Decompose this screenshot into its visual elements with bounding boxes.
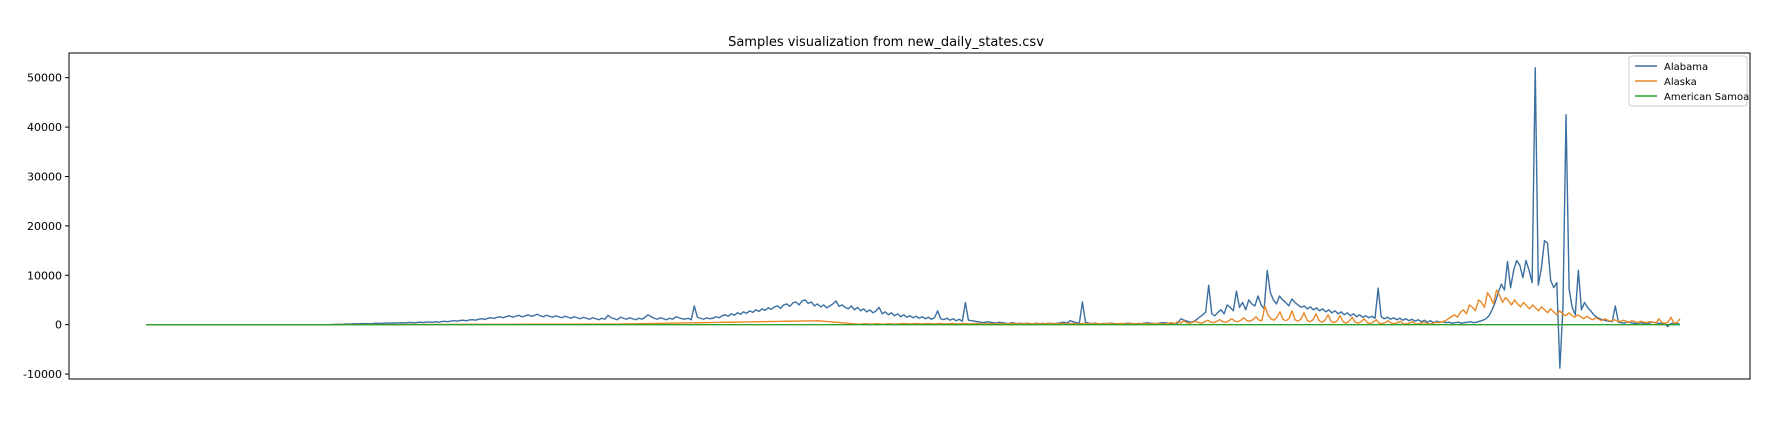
legend-label-alaska: Alaska [1664,77,1697,88]
y-tick-label: 50000 [27,72,62,85]
plot-frame [68,52,1751,380]
y-tick-label: 20000 [27,220,62,233]
series-line-alaska [146,289,1681,326]
legend-label-american-samoa: American Samoa [1664,92,1749,103]
series-line-alabama [146,67,1681,369]
legend-box [1628,55,1748,107]
legend-label-alabama: Alabama [1664,62,1708,73]
y-tick-label: 0 [55,319,62,332]
y-tick-label: 10000 [27,269,62,282]
chart-title: Samples visualization from new_daily_sta… [728,35,1044,50]
y-tick-label: 30000 [27,170,62,183]
y-tick-label: -10000 [23,368,62,381]
legend: Alabama Alaska American Samoa [1628,55,1749,107]
y-tick-label: 40000 [27,121,62,134]
